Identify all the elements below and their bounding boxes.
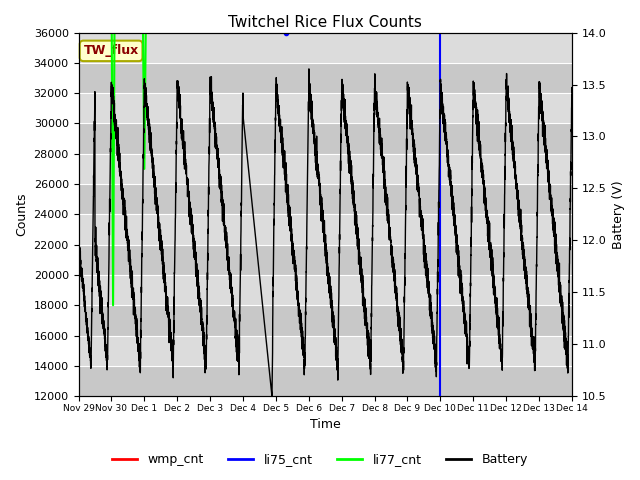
Legend: wmp_cnt, li75_cnt, li77_cnt, Battery: wmp_cnt, li75_cnt, li77_cnt, Battery xyxy=(107,448,533,471)
Bar xyxy=(79,154,572,184)
Y-axis label: Battery (V): Battery (V) xyxy=(612,180,625,249)
Bar xyxy=(79,245,572,275)
Bar xyxy=(79,275,572,305)
Text: TW_flux: TW_flux xyxy=(83,44,139,58)
Bar xyxy=(79,184,572,215)
Bar xyxy=(79,123,572,154)
Bar xyxy=(79,93,572,123)
Bar xyxy=(79,215,572,245)
X-axis label: Time: Time xyxy=(310,419,340,432)
Bar xyxy=(79,33,572,63)
Bar xyxy=(79,366,572,396)
Title: Twitchel Rice Flux Counts: Twitchel Rice Flux Counts xyxy=(228,15,422,30)
Bar xyxy=(79,305,572,336)
Bar xyxy=(79,63,572,93)
Bar xyxy=(79,336,572,366)
Y-axis label: Counts: Counts xyxy=(15,192,28,236)
